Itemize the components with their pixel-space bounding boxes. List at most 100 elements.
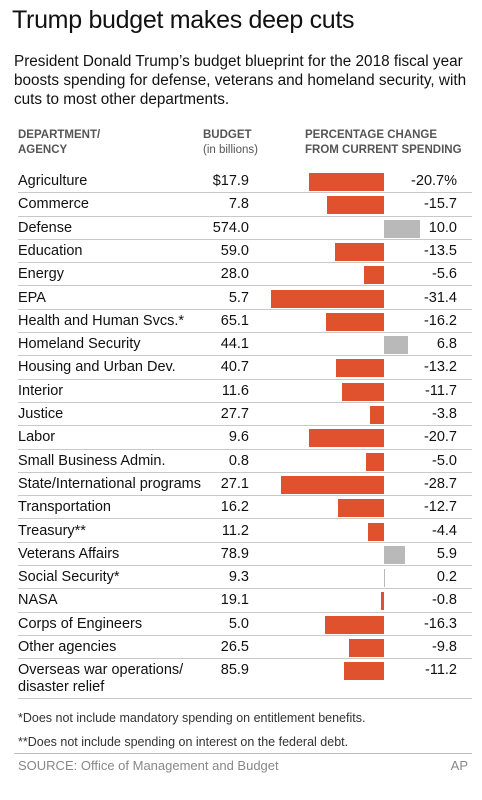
value-label: -11.2 [425, 662, 457, 679]
table-row: Treasury** 11.2 -4.4 [0, 520, 482, 543]
row-divider [18, 425, 472, 427]
table-row: Energy 28.0 -5.6 [0, 263, 482, 287]
row-divider [18, 495, 472, 497]
category-label: Commerce [18, 196, 89, 213]
value-label: -0.8 [432, 592, 457, 609]
header-change: PERCENTAGE CHANGE FROM CURRENT SPENDING [305, 128, 462, 158]
category-label: NASA [18, 592, 58, 609]
header-line: (in billions) [203, 144, 258, 156]
row-divider [18, 658, 472, 660]
category-label: Other agencies [18, 639, 117, 655]
bar [384, 336, 409, 355]
bar [325, 615, 384, 634]
row-divider [18, 308, 472, 310]
table-row: Interior 11.6 -11.7 [0, 380, 482, 403]
row-divider [18, 471, 472, 473]
budget-value: 78.9 [220, 545, 249, 562]
category-label: Social Security* [18, 569, 120, 586]
separator [14, 753, 472, 754]
value-label: -20.7 [423, 429, 457, 446]
budget-value: 9.3 [228, 569, 249, 586]
table-row: Transportation 16.2 -12.7 [0, 496, 482, 520]
category-label: Transportation [18, 499, 111, 516]
bar [309, 429, 384, 448]
row-divider [18, 518, 472, 520]
table-row: Small Business Admin. 0.8 -5.0 [0, 450, 482, 473]
budget-value: 40.7 [220, 359, 249, 376]
header-line: PERCENTAGE CHANGE [305, 129, 438, 141]
bar [280, 475, 384, 494]
table-row: Social Security* 9.3 0.2 [0, 566, 482, 590]
row-divider [18, 565, 472, 567]
category-label: Corps of Engineers [18, 615, 143, 632]
category-label: Interior [18, 382, 64, 399]
category-label: Treasury** [18, 522, 86, 539]
value-label: -5.0 [432, 452, 457, 469]
row-divider [18, 611, 472, 613]
table-row: Defense 574.0 10.0 [0, 217, 482, 240]
category-label: Housing and Urban Dev. [18, 359, 176, 376]
budget-value: 27.7 [220, 406, 249, 422]
value-label: 6.8 [436, 336, 457, 353]
value-label: -9.8 [432, 639, 457, 655]
value-label: -11.7 [425, 382, 457, 399]
budget-value: 574.0 [212, 219, 249, 236]
table-row: Justice 27.7 -3.8 [0, 403, 482, 427]
category-label: EPA [18, 289, 46, 306]
budget-value: 5.7 [228, 289, 249, 306]
budget-value: 19.1 [220, 592, 249, 609]
header-department: DEPARTMENT/ AGENCY [18, 128, 100, 158]
category-label: Justice [18, 406, 64, 422]
category-label: Agriculture [18, 173, 88, 189]
table-row: State/International programs 27.1 -28.7 [0, 473, 482, 497]
footnote: *Does not include mandatory spending on … [18, 711, 366, 725]
bar [336, 359, 384, 378]
row-divider [18, 541, 472, 543]
bar [325, 312, 384, 331]
header-line: AGENCY [18, 144, 68, 156]
header-budget: BUDGET (in billions) [203, 128, 258, 158]
budget-value: 9.6 [228, 429, 249, 446]
row-divider [18, 285, 472, 287]
table-row: Veterans Affairs 78.9 5.9 [0, 543, 482, 567]
budget-value: 16.2 [220, 499, 249, 516]
budget-value: 5.0 [228, 615, 249, 632]
bar [338, 499, 384, 518]
value-label: -15.7 [423, 196, 457, 213]
table-row: Overseas war operations/ disaster relief… [0, 659, 482, 700]
category-label: Labor [18, 429, 56, 446]
category-label: Overseas war operations/ disaster relief [18, 662, 184, 696]
bar [370, 406, 384, 424]
category-label: Energy [18, 266, 64, 283]
category-label: Homeland Security [18, 336, 141, 353]
row-divider [18, 192, 472, 194]
title: Trump budget makes deep cuts [12, 6, 355, 34]
budget-value: 11.6 [221, 382, 249, 399]
bar [335, 242, 384, 261]
budget-value: 27.1 [220, 475, 249, 492]
row-divider [18, 378, 472, 380]
row-divider [18, 262, 472, 264]
budget-value: $17.9 [212, 173, 249, 189]
header-line: BUDGET [203, 129, 252, 141]
value-label: -16.3 [423, 615, 457, 632]
value-label: -13.2 [423, 359, 457, 376]
bar [384, 545, 406, 564]
footnote: **Does not include spending on interest … [18, 735, 349, 749]
row-divider [18, 698, 472, 700]
value-label: -3.8 [432, 406, 457, 422]
value-label: -28.7 [423, 475, 457, 492]
table-row: Other agencies 26.5 -9.8 [0, 636, 482, 660]
category-label: Veterans Affairs [18, 545, 120, 562]
subtitle: President Donald Trump’s budget blueprin… [14, 53, 467, 108]
value-label: 5.9 [436, 545, 457, 562]
row-divider [18, 215, 472, 217]
row-divider [18, 634, 472, 636]
row-divider [18, 332, 472, 334]
table-row: Agriculture $17.9 -20.7% [0, 170, 482, 194]
row-divider [18, 238, 472, 240]
table-row: Housing and Urban Dev. 40.7 -13.2 [0, 356, 482, 380]
category-label: Small Business Admin. [18, 452, 166, 469]
bar [309, 173, 384, 191]
